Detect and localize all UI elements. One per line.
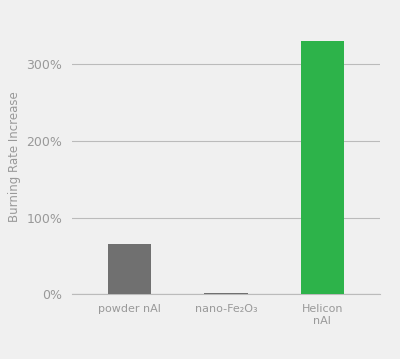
Y-axis label: Burning Rate Increase: Burning Rate Increase bbox=[8, 91, 21, 222]
Bar bbox=[108, 244, 152, 294]
Bar bbox=[204, 293, 248, 294]
Bar bbox=[300, 41, 344, 294]
